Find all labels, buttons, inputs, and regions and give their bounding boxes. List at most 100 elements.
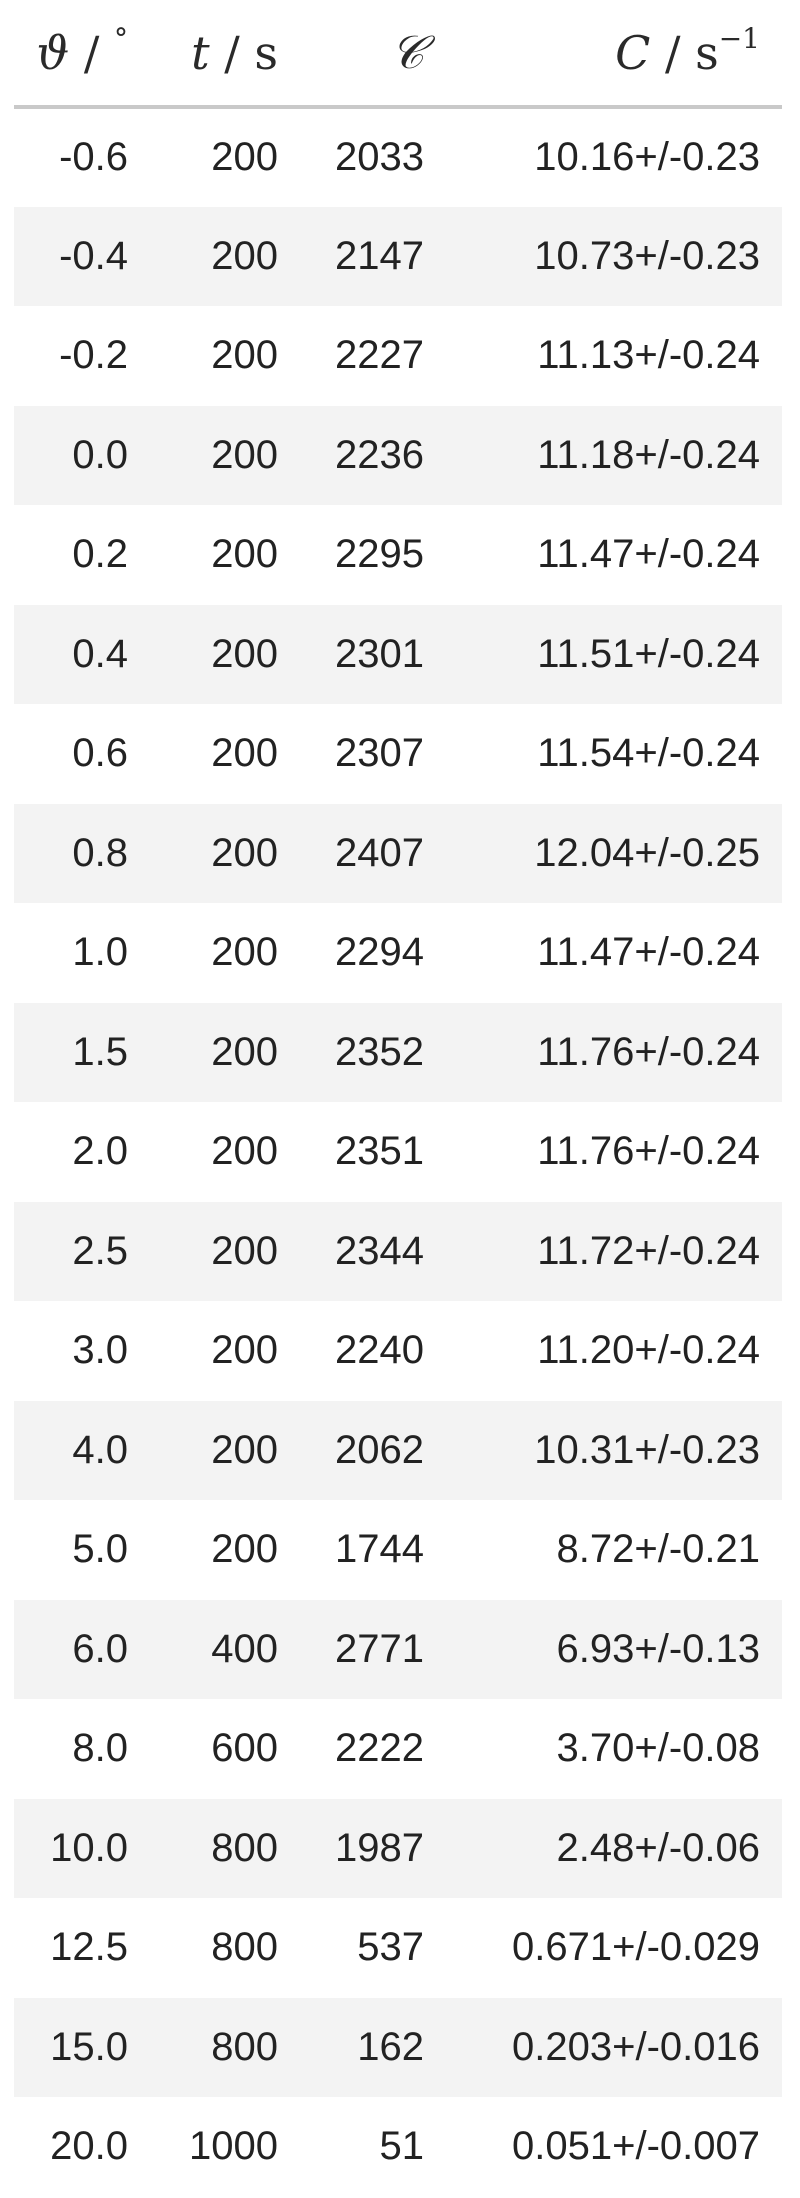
cell-counts: 1744 (335, 1527, 424, 1572)
table-row: 3.0 200 2240 11.20+/-0.24 (14, 1301, 782, 1401)
cell-time: 600 (211, 1726, 278, 1771)
table-row: 5.0 200 1744 8.72+/-0.21 (14, 1500, 782, 1600)
cell-rate: 10.31+/-0.23 (446, 1400, 782, 1500)
cell-counts: 2344 (300, 1201, 446, 1301)
table-row: 0.8 200 2407 12.04+/-0.25 (14, 803, 782, 903)
cell-angle: 1.0 (72, 930, 128, 975)
cell-time: 200 (150, 1201, 300, 1301)
table-row: 0.6 200 2307 11.54+/-0.24 (14, 704, 782, 804)
cell-angle: 10.0 (14, 1798, 150, 1898)
cell-counts: 1987 (300, 1798, 446, 1898)
cell-counts: 162 (300, 1997, 446, 2097)
cell-counts: 2295 (335, 532, 424, 577)
cell-rate: 0.203+/-0.016 (446, 1997, 782, 2097)
table-row: -0.2 200 2227 11.13+/-0.24 (14, 306, 782, 406)
cell-rate: 0.671+/-0.029 (512, 1925, 760, 1970)
cell-rate: 11.13+/-0.24 (537, 333, 760, 378)
cell-counts: 2351 (335, 1129, 424, 1174)
cell-rate: 2.48+/-0.06 (446, 1798, 782, 1898)
cell-time: 200 (211, 1328, 278, 1373)
header-separator: / (69, 25, 114, 80)
cell-counts: 2294 (335, 930, 424, 975)
cell-time: 200 (211, 930, 278, 975)
rate-symbol: C (615, 25, 651, 80)
cell-angle: 5.0 (72, 1527, 128, 1572)
table-row: 12.5 800 537 0.671+/-0.029 (14, 1898, 782, 1998)
angle-unit: ° (114, 22, 128, 56)
cell-rate: 10.73+/-0.23 (446, 206, 782, 306)
cell-rate: 11.76+/-0.24 (446, 1002, 782, 1102)
cell-rate: 11.20+/-0.24 (537, 1328, 760, 1373)
cell-angle: 4.0 (14, 1400, 150, 1500)
cell-angle: -0.6 (59, 135, 128, 180)
cell-time: 200 (150, 405, 300, 505)
cell-counts: 51 (379, 2124, 425, 2169)
table-body: -0.6 200 2033 10.16+/-0.23 -0.4 200 2147 10.73+… (14, 107, 782, 2197)
cell-counts: 2033 (335, 135, 424, 180)
table-row: -0.6 200 2033 10.16+/-0.23 (14, 107, 782, 207)
cell-rate: 11.47+/-0.24 (537, 930, 760, 975)
cell-rate: 11.47+/-0.24 (537, 532, 760, 577)
angle-symbol: ϑ (36, 25, 70, 80)
cell-rate: 12.04+/-0.25 (446, 803, 782, 903)
header-rate: C / s−1 (446, 0, 782, 109)
data-table-container: ϑ / ° t / s 𝒞 C / s−1 -0.6 200 2033 10.16+/… (14, 0, 782, 2197)
cell-counts: 2301 (300, 604, 446, 704)
cell-angle: 3.0 (72, 1328, 128, 1373)
table-row: -0.4 200 2147 10.73+/-0.23 (14, 206, 782, 306)
header-row: ϑ / ° t / s 𝒞 C / s−1 (14, 0, 782, 109)
cell-time: 1000 (189, 2124, 278, 2169)
cell-counts: 2147 (300, 206, 446, 306)
cell-time: 200 (211, 1129, 278, 1174)
cell-counts: 2062 (300, 1400, 446, 1500)
cell-angle: 20.0 (50, 2124, 128, 2169)
table-row: 0.2 200 2295 11.47+/-0.24 (14, 505, 782, 605)
cell-rate: 11.51+/-0.24 (446, 604, 782, 704)
table-header: ϑ / ° t / s 𝒞 C / s−1 (14, 0, 782, 109)
cell-time: 200 (150, 803, 300, 903)
cell-counts: 2240 (335, 1328, 424, 1373)
cell-time: 200 (211, 333, 278, 378)
cell-rate: 3.70+/-0.08 (556, 1726, 761, 1771)
cell-time: 200 (211, 731, 278, 776)
cell-time: 200 (211, 135, 278, 180)
cell-time: 800 (150, 1798, 300, 1898)
header-separator: / (209, 25, 255, 80)
cell-angle: -0.4 (14, 206, 150, 306)
measurement-table: ϑ / ° t / s 𝒞 C / s−1 -0.6 200 2033 10.16+/… (14, 0, 782, 2197)
time-symbol: t (191, 25, 210, 80)
cell-time: 200 (150, 1400, 300, 1500)
cell-angle: 0.8 (14, 803, 150, 903)
cell-counts: 2352 (300, 1002, 446, 1102)
cell-angle: 6.0 (14, 1599, 150, 1699)
header-counts: 𝒞 (300, 0, 446, 109)
table-row: 20.0 1000 51 0.051+/-0.007 (14, 2097, 782, 2197)
table-row: 6.0 400 2771 6.93+/-0.13 (14, 1599, 782, 1699)
cell-rate: 0.051+/-0.007 (512, 2124, 760, 2169)
cell-angle: 8.0 (72, 1726, 128, 1771)
table-row: 10.0 800 1987 2.48+/-0.06 (14, 1798, 782, 1898)
cell-time: 200 (150, 1002, 300, 1102)
cell-rate: 8.72+/-0.21 (556, 1527, 761, 1572)
cell-rate: 11.76+/-0.24 (537, 1129, 760, 1174)
cell-angle: 0.6 (72, 731, 128, 776)
cell-time: 800 (211, 1925, 278, 1970)
header-angle: ϑ / ° (14, 0, 150, 109)
cell-angle: 2.0 (72, 1129, 128, 1174)
cell-counts: 2222 (335, 1726, 424, 1771)
table-row: 4.0 200 2062 10.31+/-0.23 (14, 1400, 782, 1500)
cell-counts: 2236 (300, 405, 446, 505)
cell-angle: 12.5 (50, 1925, 128, 1970)
cell-rate: 10.16+/-0.23 (534, 135, 760, 180)
cell-time: 400 (150, 1599, 300, 1699)
cell-angle: 1.5 (14, 1002, 150, 1102)
cell-angle: 15.0 (14, 1997, 150, 2097)
table-row: 15.0 800 162 0.203+/-0.016 (14, 1997, 782, 2097)
cell-angle: 0.0 (14, 405, 150, 505)
table-row: 0.0 200 2236 11.18+/-0.24 (14, 405, 782, 505)
cell-rate: 11.54+/-0.24 (537, 731, 760, 776)
cell-counts: 2307 (335, 731, 424, 776)
cell-rate: 6.93+/-0.13 (446, 1599, 782, 1699)
counts-symbol: 𝒞 (390, 24, 424, 79)
cell-counts: 537 (357, 1925, 424, 1970)
